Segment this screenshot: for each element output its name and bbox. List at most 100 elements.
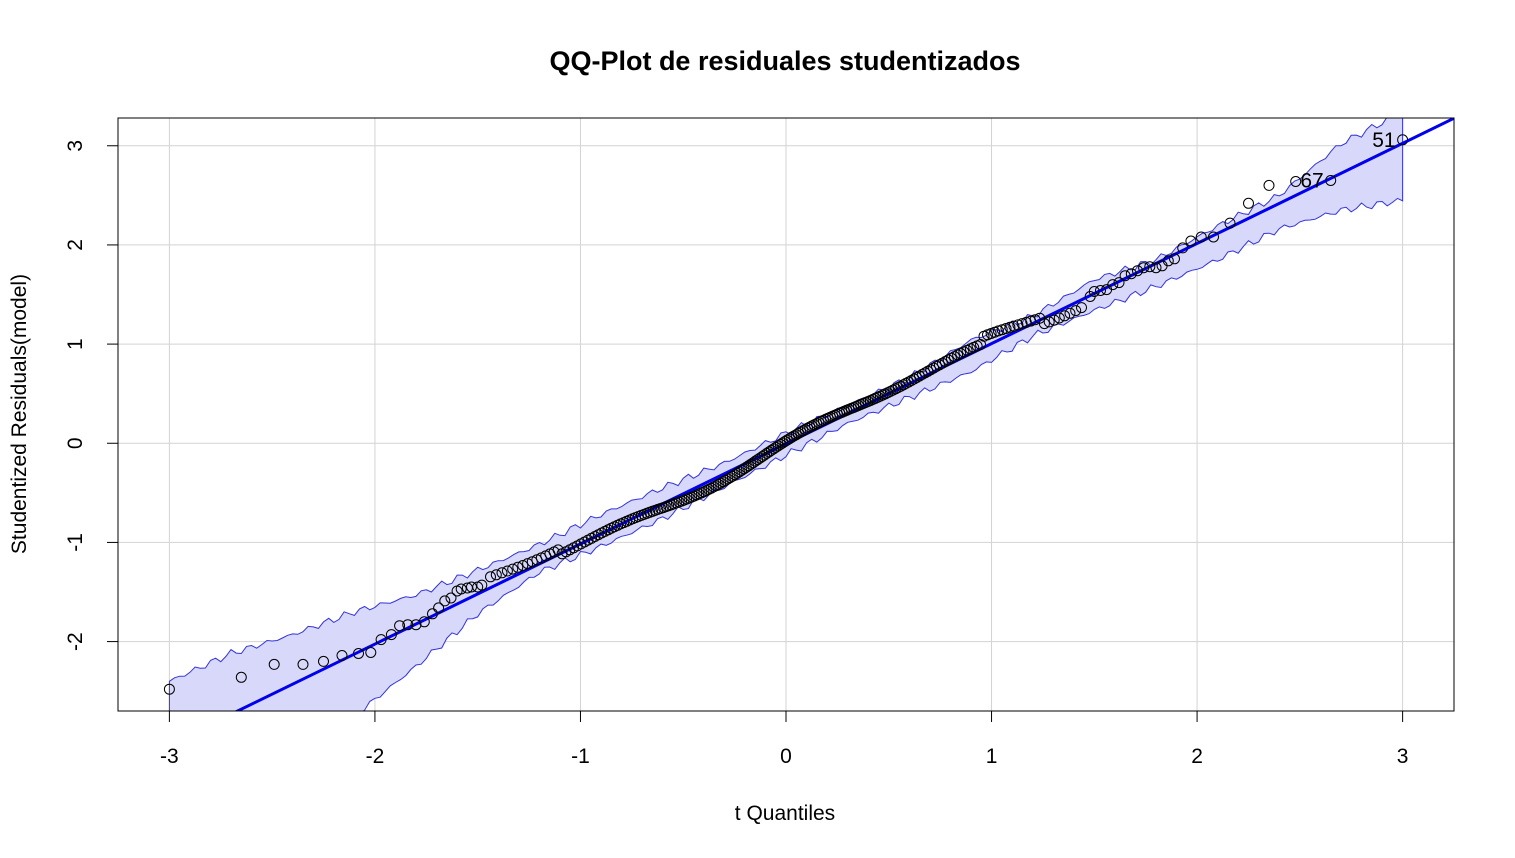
data-point-54 — [512, 561, 524, 573]
data-point-240 — [1043, 316, 1055, 328]
data-point-207 — [925, 364, 937, 376]
data-point-52 — [501, 565, 513, 577]
points-layer — [163, 134, 1409, 695]
x-tick-label-3: 0 — [780, 745, 792, 768]
data-point-47 — [1325, 175, 1337, 186]
data-point-231 — [1004, 321, 1016, 333]
data-point-26 — [1095, 285, 1106, 296]
data-point-244 — [1064, 307, 1076, 319]
chart-title: QQ-Plot de residuales studentizados — [549, 46, 1020, 76]
y-axis: -2 -1 0 1 2 3 — [64, 140, 119, 651]
data-point-50 — [490, 569, 502, 581]
data-point-246 — [1076, 302, 1087, 314]
data-point-9 — [385, 629, 397, 641]
point-label-0: 51 — [1372, 129, 1395, 152]
data-point-245 — [1070, 305, 1082, 317]
data-point-6 — [353, 648, 364, 659]
data-point-209 — [931, 360, 942, 372]
confidence-band — [168, 118, 1404, 711]
data-point-49 — [485, 571, 496, 583]
data-point-239 — [1038, 318, 1050, 330]
data-point-29 — [1113, 277, 1125, 289]
data-point-51 — [496, 567, 508, 579]
y-axis-label: Studentized Residuals(model) — [8, 274, 31, 554]
data-point-214 — [945, 352, 957, 364]
data-point-55 — [517, 560, 529, 571]
grid-lines — [118, 118, 1454, 711]
y-tick-label-2: 0 — [64, 437, 87, 449]
data-point-12 — [410, 619, 422, 631]
data-point-31 — [1125, 268, 1137, 280]
data-point-241 — [1048, 314, 1060, 326]
data-point-232 — [1008, 320, 1020, 332]
point-label-1: 67 — [1300, 169, 1323, 192]
data-point-40 — [1185, 235, 1197, 247]
data-point-23 — [476, 579, 488, 591]
data-point-42 — [1208, 231, 1219, 243]
data-point-44 — [1243, 197, 1254, 209]
data-point-17 — [445, 592, 457, 604]
data-point-45 — [1263, 179, 1275, 191]
x-tick-label-1: -2 — [366, 745, 385, 768]
data-point-19 — [455, 583, 467, 595]
data-point-46 — [1290, 176, 1302, 187]
y-tick-label-5: 3 — [64, 140, 87, 152]
y-tick-label-4: 2 — [64, 239, 87, 251]
data-point-202 — [911, 372, 923, 383]
data-point-30 — [1119, 270, 1131, 282]
data-point-10 — [394, 620, 406, 632]
x-tick-label-4: 1 — [986, 745, 998, 768]
data-point-48 — [1397, 134, 1409, 146]
x-tick-label-0: -3 — [160, 745, 179, 768]
data-point-2 — [268, 658, 280, 670]
x-axis: -3 -2 -1 0 1 2 3 — [160, 710, 1409, 768]
data-point-21 — [466, 581, 477, 593]
data-point-63 — [552, 544, 564, 556]
data-point-201 — [908, 373, 920, 385]
data-point-11 — [402, 619, 414, 631]
data-point-41 — [1195, 231, 1207, 243]
data-point-38 — [1169, 253, 1180, 265]
data-point-210 — [933, 359, 945, 371]
data-point-3 — [297, 658, 309, 670]
data-point-233 — [1012, 319, 1024, 331]
data-point-56 — [522, 558, 534, 570]
data-point-0 — [163, 683, 175, 695]
data-point-7 — [365, 647, 377, 658]
data-point-203 — [914, 370, 925, 382]
x-tick-label-6: 3 — [1397, 745, 1409, 768]
data-point-57 — [526, 556, 538, 568]
data-point-5 — [336, 650, 348, 661]
data-point-206 — [922, 365, 934, 377]
y-tick-label-3: 1 — [64, 338, 87, 350]
data-point-14 — [427, 608, 438, 620]
y-tick-label-1: -1 — [64, 533, 87, 552]
data-point-1 — [235, 671, 247, 683]
point-labels-layer: 51 67 — [1300, 129, 1395, 193]
data-point-28 — [1107, 279, 1119, 291]
data-point-16 — [439, 595, 451, 607]
data-point-34 — [1144, 261, 1156, 273]
data-point-211 — [936, 357, 948, 369]
data-point-39 — [1177, 242, 1189, 254]
data-point-13 — [418, 616, 430, 628]
data-point-205 — [919, 367, 931, 379]
data-point-35 — [1150, 262, 1162, 274]
data-point-237 — [1029, 314, 1041, 326]
data-point-15 — [433, 602, 445, 614]
data-point-243 — [1059, 310, 1071, 322]
data-point-234 — [1016, 318, 1028, 330]
data-point-43 — [1224, 217, 1236, 229]
data-point-8 — [375, 634, 387, 646]
data-point-242 — [1053, 312, 1065, 324]
data-point-33 — [1138, 262, 1150, 274]
y-tick-label-0: -2 — [64, 632, 87, 651]
data-point-37 — [1162, 255, 1174, 267]
x-axis-label: t Quantiles — [735, 802, 835, 825]
data-point-4 — [318, 655, 329, 667]
data-point-25 — [1088, 286, 1100, 297]
x-tick-label-2: -1 — [571, 745, 590, 768]
x-tick-label-5: 2 — [1191, 745, 1203, 768]
data-point-208 — [928, 362, 940, 374]
